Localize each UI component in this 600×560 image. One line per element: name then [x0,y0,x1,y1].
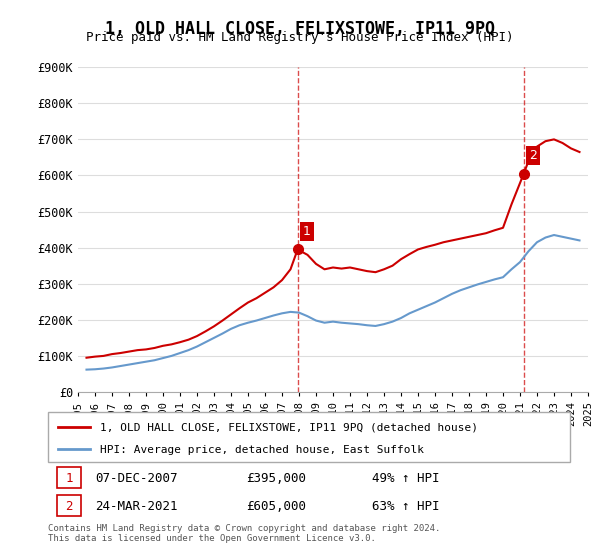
Text: 49% ↑ HPI: 49% ↑ HPI [371,472,439,486]
Text: 1, OLD HALL CLOSE, FELIXSTOWE, IP11 9PQ (detached house): 1, OLD HALL CLOSE, FELIXSTOWE, IP11 9PQ … [100,423,478,433]
Text: 2: 2 [529,149,537,162]
Text: 63% ↑ HPI: 63% ↑ HPI [371,500,439,514]
FancyBboxPatch shape [58,495,81,516]
Text: Contains HM Land Registry data © Crown copyright and database right 2024.
This d: Contains HM Land Registry data © Crown c… [48,524,440,543]
Text: 1: 1 [65,472,73,486]
Text: Price paid vs. HM Land Registry's House Price Index (HPI): Price paid vs. HM Land Registry's House … [86,31,514,44]
Text: 1, OLD HALL CLOSE, FELIXSTOWE, IP11 9PQ: 1, OLD HALL CLOSE, FELIXSTOWE, IP11 9PQ [105,20,495,38]
Text: HPI: Average price, detached house, East Suffolk: HPI: Average price, detached house, East… [100,445,424,455]
Text: 1: 1 [303,225,311,238]
Text: 07-DEC-2007: 07-DEC-2007 [95,472,178,486]
Text: £605,000: £605,000 [247,500,307,514]
Text: 24-MAR-2021: 24-MAR-2021 [95,500,178,514]
FancyBboxPatch shape [58,467,81,488]
Text: £395,000: £395,000 [247,472,307,486]
Text: 2: 2 [65,500,73,514]
FancyBboxPatch shape [48,412,570,462]
